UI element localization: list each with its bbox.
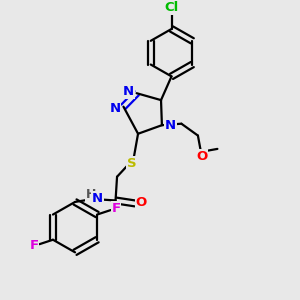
Text: N: N xyxy=(165,119,176,132)
Text: S: S xyxy=(127,157,137,169)
Text: F: F xyxy=(112,202,121,215)
Text: N: N xyxy=(123,85,134,98)
Text: H: H xyxy=(86,188,96,201)
Text: Cl: Cl xyxy=(164,1,178,14)
Text: O: O xyxy=(196,150,207,163)
Text: O: O xyxy=(135,196,147,209)
Text: N: N xyxy=(92,192,103,205)
Text: F: F xyxy=(29,239,39,252)
Text: N: N xyxy=(110,102,121,115)
